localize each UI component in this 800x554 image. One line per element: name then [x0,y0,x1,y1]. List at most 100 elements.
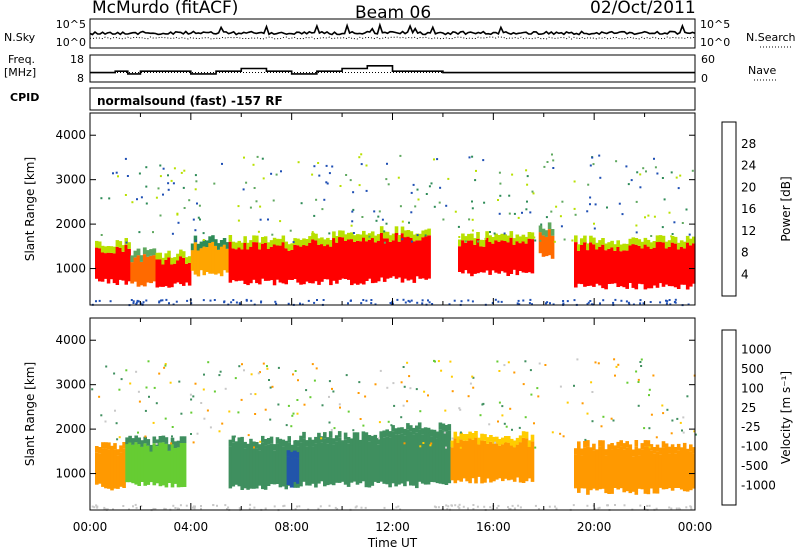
velocity-cell [129,382,132,385]
velocity-cell [496,507,499,509]
power-cell [259,218,262,221]
power-cell [195,239,197,242]
power-cell [386,162,388,165]
power-cell [673,301,676,303]
velocity-cell [128,508,130,511]
velocity-cell [171,426,174,428]
velocity-cell [134,442,138,485]
velocity-cell [388,431,392,438]
power-cell [385,231,390,239]
power-cell [428,185,431,188]
velocity-cell [673,453,678,488]
velocity-cell [643,440,648,447]
power-cell [182,186,185,189]
power-cell [341,237,345,279]
velocity-cell [173,448,178,484]
power-cell [280,170,282,173]
power-cell [118,247,123,280]
power-cell [198,204,201,207]
velocity-cell [595,456,599,491]
power-cell [473,238,477,245]
power-cell [222,238,227,245]
velocity-cell [604,449,608,456]
velocity-cell [331,387,333,390]
velocity-cell [409,387,412,390]
velocity-cell [509,508,512,510]
velocity-cell [640,358,643,361]
velocity-cell [429,436,434,482]
velocity-cell [685,448,690,456]
power-cell [316,299,318,301]
power-cell [325,164,328,167]
beam-label: Beam 06 [355,3,432,23]
power-cell [562,302,565,305]
velocity-cell [489,435,493,442]
velocity-cell [170,444,175,488]
velocity-cell [423,427,428,434]
velocity-cell [281,446,286,487]
velocity-cell [498,445,502,479]
power-cell [370,238,375,284]
power-cell [640,241,645,249]
power-cell [377,215,380,218]
velocity-cell [328,421,331,424]
power-cell [612,301,615,304]
power-cell [213,182,216,185]
velocity-cell [104,448,108,489]
velocity-cell [328,437,333,485]
velocity-cell [415,425,419,433]
power-cell [326,182,329,185]
power-cell [275,302,278,305]
velocity-cell [646,440,651,447]
power-cell [347,232,351,240]
power-cell [299,239,303,247]
power-cell [263,243,268,281]
power-cell [396,298,399,301]
power-cell [373,235,378,243]
power-cell [351,220,354,223]
velocity-cell [530,393,533,396]
power-colorbar-tick: 8 [741,246,749,260]
power-cell [471,229,474,232]
velocity-cell [292,450,297,458]
velocity-cell [224,504,227,507]
power-cell [433,158,435,161]
velocity-cell [580,448,584,456]
power-cell [541,228,546,236]
velocity-cell [243,369,245,372]
power-cell [664,241,669,249]
velocity-cell [504,436,508,443]
power-cell [249,240,253,247]
velocity-cell [628,451,633,494]
power-cell [493,232,496,235]
velocity-cell [435,431,440,439]
velocity-cell [249,438,253,446]
velocity-cell [275,437,280,444]
velocity-cell [468,438,472,484]
velocity-colorbar-tick: 1000 [741,342,772,356]
velocity-cell [303,403,306,406]
velocity-cell [610,449,614,494]
velocity-cell [402,404,405,407]
velocity-cell [451,504,453,507]
power-cell [399,154,402,157]
velocity-cell [534,446,537,449]
velocity-cell [138,400,141,403]
power-cell [424,236,428,280]
power-cell [302,238,306,246]
power-cell [152,255,157,282]
power-cell [634,238,639,245]
velocity-cell [515,437,520,445]
power-cell [646,246,651,289]
power-cell [242,188,245,191]
velocity-cell [631,449,636,457]
velocity-cell [101,442,105,449]
power-cell [543,165,546,168]
power-cell [217,249,221,274]
power-cell [115,171,118,174]
power-cell [260,300,263,303]
power-cell [560,225,563,228]
power-cell [350,224,353,227]
velocity-cell [554,505,556,508]
velocity-cell [241,363,243,366]
